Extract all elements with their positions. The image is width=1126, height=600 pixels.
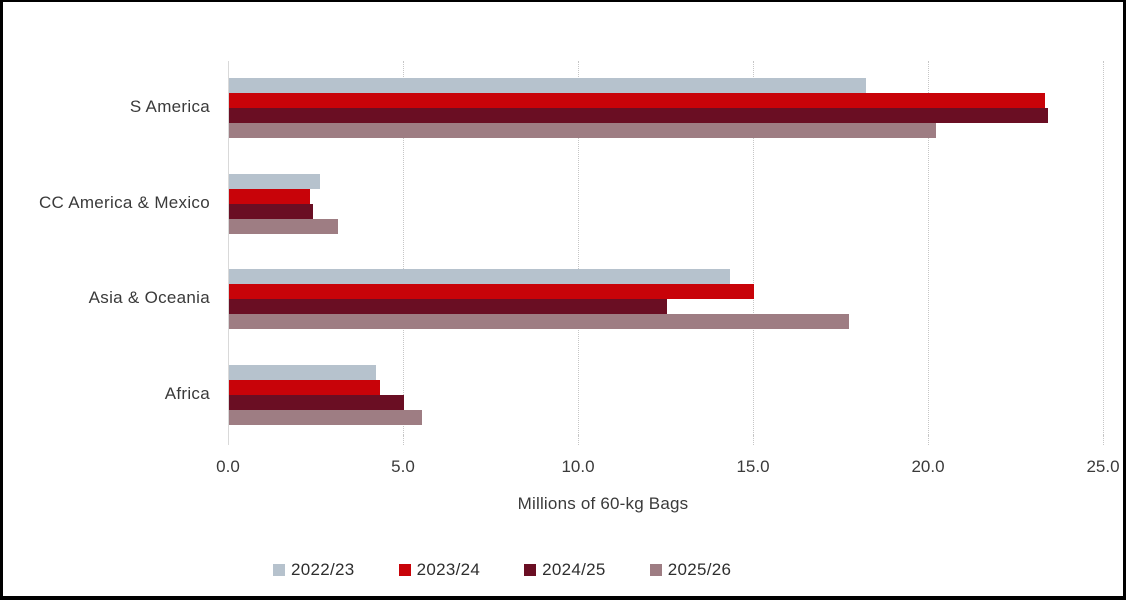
x-axis-title: Millions of 60-kg Bags [517,494,689,513]
gridline [403,61,404,435]
bar [229,174,320,189]
category-label: Africa [164,384,210,403]
bar [229,123,936,138]
legend-label: 2022/23 [291,560,355,579]
legend-swatch [649,564,662,576]
x-tick-label: 5.0 [391,457,415,476]
legend-label: 2024/25 [542,560,606,579]
bar [229,204,313,219]
legend-label: 2023/24 [416,560,481,579]
bar [229,410,422,425]
legend-swatch [398,564,411,576]
legend-label: 2025/26 [667,560,732,579]
x-tick-label: 10.0 [561,457,595,476]
gridline [1103,61,1104,435]
bar [229,93,1045,108]
x-tick-label: 25.0 [1086,457,1120,476]
legend-item: 2022/23 [273,560,355,580]
x-axis-tick [1103,435,1104,445]
legend: 2022/23 2023/24 2024/25 2025/26 [273,560,731,580]
category-label: Asia & Oceania [88,288,210,307]
legend-swatch [273,564,285,576]
x-axis-tick [228,435,229,445]
bar [229,380,380,395]
legend-item: 2025/26 [649,560,732,580]
x-axis-tick [578,435,579,445]
category-label: CC America & Mexico [38,193,210,212]
x-axis-tick [403,435,404,445]
bar [229,219,338,234]
bar [229,78,866,93]
bar [229,189,310,204]
gridline [578,61,579,435]
bar [229,269,730,284]
gridline [753,61,754,435]
bar [229,108,1048,123]
legend-item: 2024/25 [524,560,606,580]
bar [229,299,667,314]
x-axis-tick [928,435,929,445]
bar [229,395,404,410]
bar [229,365,376,380]
legend-item: 2023/24 [398,560,481,580]
x-tick-label: 15.0 [736,457,770,476]
x-tick-label: 0.0 [216,457,240,476]
category-label: S America [129,97,210,116]
x-tick-label: 20.0 [911,457,945,476]
value-axis-line [228,61,229,435]
gridline [928,61,929,435]
bar [229,284,754,299]
legend-swatch [524,564,537,576]
x-axis-tick [753,435,754,445]
bar [229,314,849,329]
